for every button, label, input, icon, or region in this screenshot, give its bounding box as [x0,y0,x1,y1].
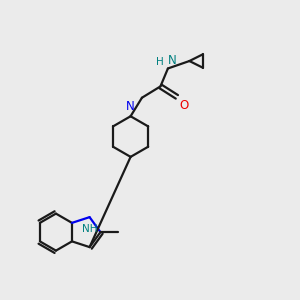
Text: H: H [156,57,164,67]
Text: N: N [126,100,134,113]
Text: N: N [168,54,177,67]
Text: NH: NH [82,224,98,234]
Text: O: O [180,99,189,112]
